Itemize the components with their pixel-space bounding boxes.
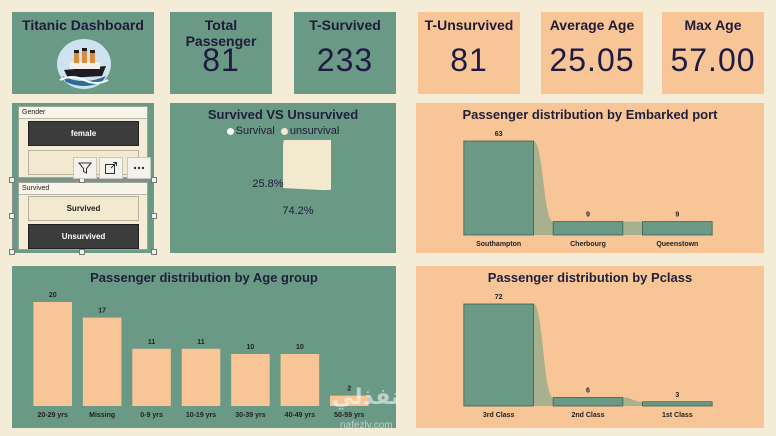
chart-title: Passenger distribution by Age group bbox=[90, 270, 318, 285]
ribbon bbox=[622, 221, 643, 235]
slicer-option-survived[interactable]: Survived bbox=[28, 196, 139, 221]
survived-slicer-title: Survived bbox=[19, 183, 147, 195]
gender-slicer-title: Gender bbox=[19, 107, 147, 119]
bar bbox=[552, 221, 624, 236]
kpi-value: 233 bbox=[316, 42, 374, 78]
pie-legend: Survival unsurvival bbox=[170, 125, 396, 137]
slicer-option-unsurvived[interactable]: Unsurvived bbox=[28, 224, 139, 249]
kpi-value: 57.00 bbox=[670, 42, 756, 78]
title-card: Titanic Dashboard bbox=[12, 12, 154, 94]
focus-mode-icon bbox=[105, 162, 117, 174]
more-options-icon bbox=[133, 166, 145, 170]
resize-handle[interactable] bbox=[9, 177, 15, 183]
ribbon bbox=[622, 397, 643, 406]
bar bbox=[463, 140, 534, 236]
bar-value-label: 9 bbox=[586, 212, 590, 219]
category-label: 0-9 yrs bbox=[140, 412, 163, 419]
bar bbox=[463, 303, 534, 407]
category-label: Queenstown bbox=[656, 241, 698, 248]
kpi-label: Average Age bbox=[549, 17, 635, 33]
ribbon bbox=[533, 141, 554, 235]
filter-button[interactable] bbox=[73, 157, 97, 179]
kpi-value: 81 bbox=[450, 42, 488, 78]
resize-handle[interactable] bbox=[151, 177, 157, 183]
category-label: Cherbourg bbox=[570, 241, 606, 248]
bar-value-label: 11 bbox=[197, 339, 205, 346]
chart-title: Survived VS Unsurvived bbox=[207, 107, 359, 122]
kpi-t-survived: T-Survived 233 bbox=[294, 12, 396, 94]
kpi-average-age: Average Age 25.05 bbox=[541, 12, 643, 94]
pie-data-label: 74.2% bbox=[282, 205, 313, 217]
legend-label: unsurvival bbox=[289, 125, 340, 137]
chart-title: Passenger distribution by Pclass bbox=[487, 270, 693, 285]
chart-title: Passenger distribution by Embarked port bbox=[462, 107, 718, 122]
bar bbox=[181, 348, 221, 406]
kpi-label: T-Unsurvived bbox=[424, 17, 514, 33]
bar bbox=[82, 317, 122, 406]
bar-value-label: 10 bbox=[296, 344, 304, 351]
kpi-total-passenger: Total Passenger 81 bbox=[170, 12, 272, 94]
kpi-label: T-Survived bbox=[309, 17, 381, 33]
category-label: Southampton bbox=[476, 241, 521, 248]
category-label: 40-49 yrs bbox=[285, 412, 315, 419]
kpi-max-age: Max Age 57.00 bbox=[662, 12, 764, 94]
bar bbox=[642, 221, 713, 236]
category-label: 2nd Class bbox=[571, 412, 604, 419]
filter-icon bbox=[78, 162, 92, 174]
bar-value-label: 9 bbox=[675, 212, 679, 219]
bar bbox=[231, 354, 270, 406]
agegroup-bar-chart: 20 20-29 yrs 17 Missing 11 0-9 yrs 11 10-19 yrs… bbox=[33, 292, 369, 419]
bar bbox=[33, 302, 72, 406]
legend-swatch bbox=[280, 127, 288, 135]
kpi-value: 25.05 bbox=[549, 42, 635, 78]
bar-value-label: 72 bbox=[495, 294, 503, 301]
resize-handle[interactable] bbox=[151, 249, 157, 255]
category-label: 10-19 yrs bbox=[186, 412, 216, 419]
bar bbox=[280, 354, 320, 406]
bar-value-label: 2 bbox=[347, 386, 351, 393]
category-label: 20-29 yrs bbox=[38, 412, 68, 419]
focus-mode-button[interactable] bbox=[99, 157, 123, 179]
category-label: 3rd Class bbox=[483, 412, 515, 419]
watermark-url: nafezly.com bbox=[340, 420, 393, 431]
kpi-value: 81 bbox=[202, 42, 240, 78]
kpi-label: Total Passenger bbox=[185, 17, 257, 49]
embarked-bar-chart: 63 Southampton 9 Cherbourg 9 Queenstown bbox=[463, 131, 713, 248]
bar-value-label: 10 bbox=[247, 344, 255, 351]
watermark-text: نفذلي bbox=[332, 384, 400, 409]
slicer-option-female[interactable]: female bbox=[28, 121, 139, 146]
survived-slicer: Survived Survived Unsurvived bbox=[18, 182, 148, 250]
bar bbox=[132, 348, 171, 406]
selection-frame bbox=[12, 180, 154, 252]
bar bbox=[642, 401, 713, 407]
category-label: Missing bbox=[89, 412, 115, 419]
legend-label: Survival bbox=[235, 125, 275, 137]
resize-handle[interactable] bbox=[151, 213, 157, 219]
more-options-button[interactable] bbox=[127, 157, 151, 179]
resize-handle[interactable] bbox=[9, 213, 15, 219]
pie-chart: 25.8% 74.2% bbox=[252, 140, 331, 217]
category-label: 50-59 yrs bbox=[334, 412, 364, 419]
pie-slice bbox=[283, 140, 331, 191]
pclass-bar-chart: 72 3rd Class 6 2nd Class 3 1st Class bbox=[463, 294, 713, 419]
bar-value-label: 3 bbox=[675, 392, 679, 399]
resize-handle[interactable] bbox=[79, 249, 85, 255]
pie-data-label: 25.8% bbox=[252, 178, 283, 190]
bar-value-label: 11 bbox=[148, 339, 156, 346]
dashboard-title: Titanic Dashboard bbox=[22, 17, 144, 33]
kpi-t-unsurvived: T-Unsurvived 81 bbox=[418, 12, 520, 94]
bar-value-label: 20 bbox=[49, 292, 57, 299]
bar-value-label: 6 bbox=[586, 388, 590, 395]
legend-swatch bbox=[226, 127, 234, 135]
resize-handle[interactable] bbox=[9, 249, 15, 255]
ribbon bbox=[533, 304, 554, 406]
bar-value-label: 63 bbox=[495, 131, 503, 138]
category-label: 30-39 yrs bbox=[235, 412, 265, 419]
ship-logo-icon bbox=[57, 39, 111, 89]
bar-value-label: 17 bbox=[98, 308, 106, 315]
category-label: 1st Class bbox=[662, 412, 693, 419]
bar bbox=[330, 395, 369, 406]
bar bbox=[552, 397, 624, 407]
kpi-label: Max Age bbox=[684, 17, 742, 33]
